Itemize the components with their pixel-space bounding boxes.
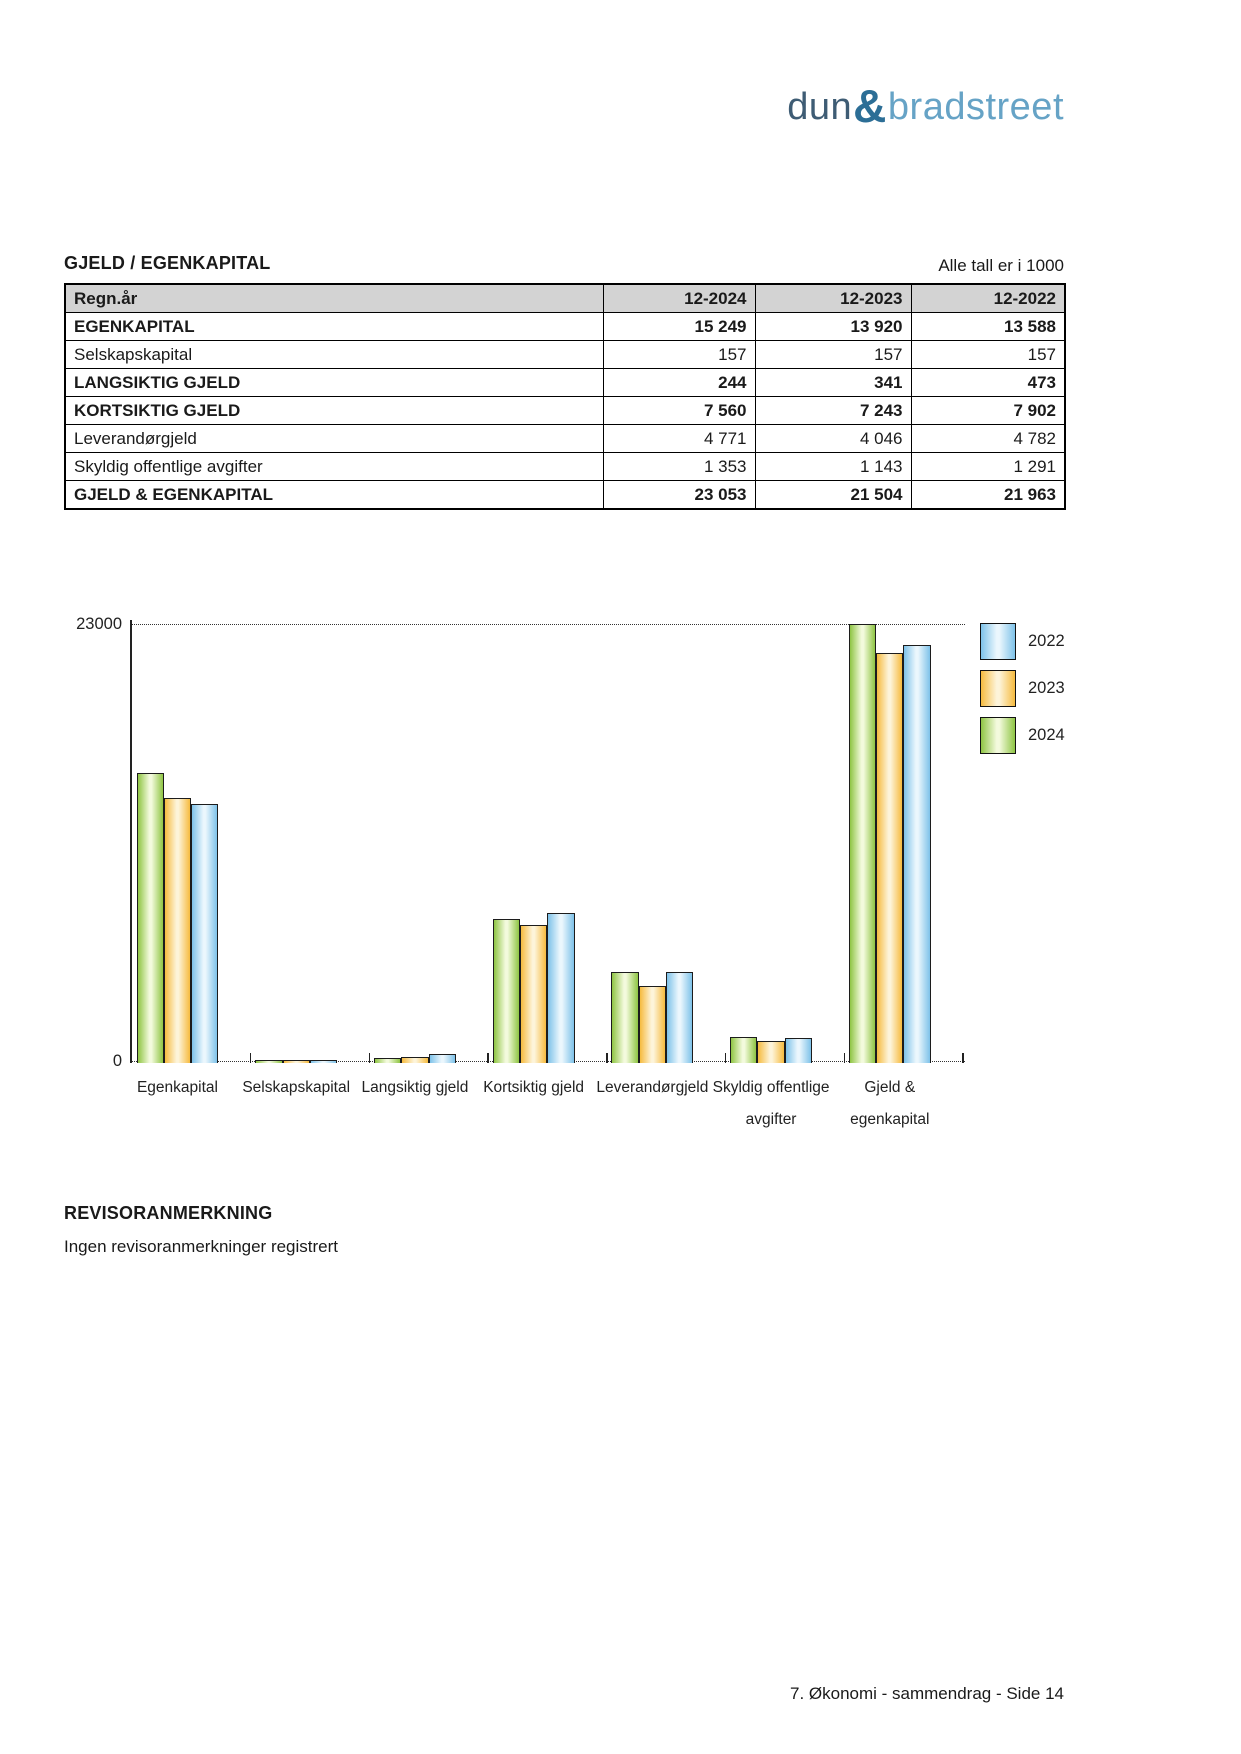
- bar-2023: [757, 1041, 785, 1063]
- row-label-cell: GJELD & EGENKAPITAL: [64, 480, 604, 510]
- table-header-cell: 12-2024: [602, 283, 756, 313]
- legend-swatch-2024: [980, 717, 1016, 754]
- row-label-cell: Skyldig offentlige avgifter: [64, 452, 604, 481]
- dnb-logo: dun&bradstreet: [0, 76, 1064, 132]
- table-row: Skyldig offentlige avgifter 1 353 1 143 1 2…: [64, 452, 1066, 481]
- value-cell: 4 771: [602, 424, 756, 453]
- axis-tick: [606, 1053, 608, 1063]
- bar-2024: [255, 1060, 283, 1063]
- bar-2023: [638, 986, 666, 1063]
- top-gridline: [132, 624, 965, 625]
- bar-2023: [519, 925, 548, 1063]
- value-cell: 7 243: [754, 396, 912, 425]
- value-cell: 7 902: [910, 396, 1066, 425]
- row-label-cell: KORTSIKTIG GJELD: [64, 396, 604, 425]
- legend-swatch-2023: [980, 670, 1016, 707]
- row-label-cell: Selskapskapital: [64, 340, 604, 369]
- row-label-cell: Leverandørgjeld: [64, 424, 604, 453]
- table-header-cell: 12-2022: [910, 283, 1066, 313]
- bar-2022: [666, 972, 694, 1063]
- table-row: GJELD & EGENKAPITAL 23 053 21 504 21 963: [64, 480, 1066, 510]
- category-label: Skyldig offentlige avgifter: [712, 1079, 830, 1128]
- y-axis: [130, 620, 132, 1063]
- value-cell: 1 353: [602, 452, 756, 481]
- table-row: Leverandørgjeld 4 771 4 046 4 782: [64, 424, 1066, 453]
- logo-bradstreet: bradstreet: [887, 86, 1064, 128]
- axis-tick: [368, 1053, 371, 1063]
- category-label: Langsiktig gjeld: [361, 1079, 469, 1096]
- bar-2024: [373, 1058, 402, 1063]
- value-cell: 23 053: [602, 480, 756, 510]
- category-label: Gjeld & egenkapital: [850, 1079, 930, 1128]
- value-cell: 157: [754, 340, 912, 369]
- value-cell: 157: [602, 340, 756, 369]
- value-cell: 21 963: [910, 480, 1066, 510]
- legend-label-2023: 2023: [1028, 679, 1065, 697]
- row-label-cell: EGENKAPITAL: [64, 312, 604, 341]
- bar-2023: [163, 798, 192, 1063]
- value-cell: 15 249: [602, 312, 756, 341]
- axis-tick: [249, 1053, 252, 1063]
- value-cell: 13 920: [754, 312, 912, 341]
- axis-tick: [843, 1053, 846, 1063]
- bar-2024: [492, 919, 520, 1063]
- table-row: KORTSIKTIG GJELD 7 560 7 243 7 902: [64, 396, 1066, 425]
- value-cell: 13 588: [910, 312, 1066, 341]
- logo-ampersand-icon: &: [853, 80, 887, 132]
- bar-2022: [428, 1054, 456, 1063]
- value-cell: 1 143: [754, 452, 912, 481]
- y-axis-label-zero: 0: [112, 1052, 122, 1070]
- value-cell: 244: [602, 368, 756, 397]
- bar-2022: [784, 1038, 813, 1063]
- bar-2022: [903, 645, 931, 1063]
- revisor-text: Ingen revisoranmerkninger registrert: [64, 1237, 339, 1256]
- logo-dun: dun: [787, 86, 853, 128]
- value-cell: 473: [910, 368, 1066, 397]
- bar-2024: [730, 1037, 758, 1063]
- financial-table: Regn.år 12-2024 12-2023 12-2022 EGENKAPITAL 1…: [64, 283, 1066, 510]
- y-axis-label-max: 23000: [76, 615, 122, 633]
- revisor-heading: REVISORANMERKNING: [64, 1203, 273, 1223]
- table-row: EGENKAPITAL 15 249 13 920 13 588: [64, 312, 1066, 341]
- category-label: Selskapskapital: [242, 1079, 351, 1096]
- bar-2024: [848, 624, 877, 1063]
- bar-2022: [547, 913, 575, 1063]
- value-cell: 157: [910, 340, 1066, 369]
- value-cell: 341: [754, 368, 912, 397]
- page-footer: 7. Økonomi - sammendrag - Side 14: [789, 1684, 1064, 1703]
- table-header-row: Regn.år 12-2024 12-2023 12-2022: [64, 283, 1066, 313]
- bar-2022: [309, 1060, 338, 1063]
- section-title: GJELD / EGENKAPITAL: [64, 253, 271, 273]
- table-row: LANGSIKTIG GJELD 244 341 473: [64, 368, 1066, 397]
- units-note: Alle tall er i 1000: [938, 256, 1064, 275]
- legend-label-2022: 2022: [1028, 632, 1065, 650]
- bar-2023: [282, 1060, 310, 1063]
- legend-label-2024: 2024: [1028, 726, 1065, 744]
- bar-2023: [876, 653, 904, 1063]
- bar-2023: [401, 1057, 429, 1063]
- row-label-cell: LANGSIKTIG GJELD: [64, 368, 604, 397]
- table-header-cell: Regn.år: [64, 283, 604, 313]
- table-row: Selskapskapital 157 157 157: [64, 340, 1066, 369]
- legend-swatch-2022: [980, 623, 1016, 660]
- value-cell: 7 560: [602, 396, 756, 425]
- category-label: Kortsiktig gjeld: [483, 1079, 585, 1096]
- axis-tick: [487, 1053, 489, 1063]
- table-header-cell: 12-2023: [754, 283, 912, 313]
- value-cell: 4 782: [910, 424, 1066, 453]
- category-label: Leverandørgjeld: [596, 1079, 709, 1096]
- bar-2024: [136, 773, 164, 1063]
- financial-table-body: Regn.år 12-2024 12-2023 12-2022 EGENKAPITAL 1…: [64, 283, 1066, 510]
- value-cell: 21 504: [754, 480, 912, 510]
- value-cell: 1 291: [910, 452, 1066, 481]
- baseline-gridline: [132, 1061, 965, 1062]
- bar-2024: [611, 972, 639, 1063]
- axis-tick: [962, 1053, 964, 1063]
- category-label: Egenkapital: [136, 1079, 218, 1096]
- axis-tick: [724, 1053, 727, 1063]
- bar-2022: [191, 804, 219, 1063]
- value-cell: 4 046: [754, 424, 912, 453]
